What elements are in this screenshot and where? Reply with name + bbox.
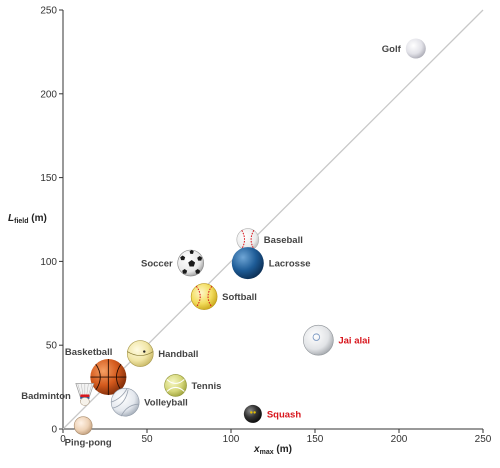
y-axis-label: Lfield (m) — [8, 213, 47, 225]
y-tick-label: 250 — [40, 6, 57, 17]
softball-ball-body — [190, 283, 218, 310]
squash-ball-body — [243, 404, 262, 423]
soccer-patch — [195, 268, 201, 274]
tennis-ball-body — [164, 374, 187, 397]
soccer-patch — [180, 255, 186, 261]
x-axis-label: xmax (m) — [253, 444, 292, 456]
point-volleyball: Volleyball — [110, 387, 188, 417]
lacrosse-ball-body — [231, 247, 264, 280]
tennis-seam — [166, 386, 185, 392]
baseball-seam — [241, 230, 245, 250]
y-tick-label: 100 — [40, 257, 57, 268]
point-jai-alai: Jai alai — [303, 324, 370, 356]
y-tick-label: 200 — [40, 89, 57, 100]
point-label: Baseball — [264, 235, 303, 246]
point-label: Squash — [267, 409, 302, 420]
volleyball-ball-body — [110, 387, 140, 417]
point-handball: Handball — [126, 340, 198, 367]
point-soccer: Soccer — [141, 249, 204, 277]
squash-dot — [253, 411, 256, 414]
softball-seam — [195, 285, 201, 308]
soccer-patch — [189, 249, 194, 254]
basketball-line — [116, 363, 122, 391]
tennis-seam — [166, 378, 185, 384]
y-tick-label: 50 — [46, 341, 58, 352]
point-label: Soccer — [141, 259, 173, 270]
shuttlecock-cork — [80, 397, 90, 406]
pingpong-ball-body — [73, 416, 93, 435]
x-tick-label: 150 — [307, 434, 324, 445]
volleyball-panel — [112, 389, 129, 409]
y-tick-label: 0 — [51, 425, 57, 436]
handball-ball-body — [126, 340, 154, 367]
golf-ball-body — [405, 38, 426, 59]
point-badminton: Badminton — [21, 383, 95, 406]
point-label: Jai alai — [338, 336, 370, 347]
point-tennis: Tennis — [164, 374, 222, 397]
shuttlecock-band — [80, 394, 90, 397]
point-label: Ping-pong — [65, 438, 112, 449]
basketball-line — [95, 363, 101, 391]
x-tick-label: 50 — [141, 434, 153, 445]
point-label: Volleyball — [144, 398, 188, 409]
squash-dot — [250, 411, 253, 414]
point-label: Lacrosse — [269, 259, 311, 270]
point-label: Badminton — [21, 391, 71, 402]
point-label: Basketball — [65, 347, 113, 358]
point-label: Softball — [222, 292, 257, 303]
jaialai-mark — [312, 333, 321, 341]
point-basketball: Basketball — [65, 347, 127, 396]
point-golf: Golf — [382, 38, 426, 59]
y-tick-label: 150 — [40, 173, 57, 184]
reference-diagonal-line — [62, 9, 484, 430]
x-tick-label: 100 — [223, 434, 240, 445]
point-lacrosse: Lacrosse — [231, 247, 311, 280]
handball-dot — [143, 350, 146, 353]
point-softball: Softball — [190, 283, 257, 310]
point-label: Golf — [382, 44, 402, 55]
softball-seam — [207, 285, 213, 308]
point-label: Handball — [158, 349, 198, 360]
soccer-patch — [188, 259, 196, 267]
handball-seam — [127, 351, 154, 356]
point-squash: Squash — [243, 404, 302, 423]
x-tick-label: 250 — [475, 434, 492, 445]
x-tick-label: 0 — [60, 434, 66, 445]
soccer-patch — [182, 268, 188, 274]
volleyball-panel — [120, 403, 140, 417]
volleyball-panel — [111, 388, 128, 403]
point-label: Tennis — [192, 381, 222, 392]
point-ping-pong: Ping-pong — [65, 416, 112, 449]
x-tick-label: 200 — [391, 434, 408, 445]
point-baseball: Baseball — [236, 228, 303, 251]
baseball-seam — [250, 230, 255, 250]
soccer-patch — [197, 255, 203, 261]
